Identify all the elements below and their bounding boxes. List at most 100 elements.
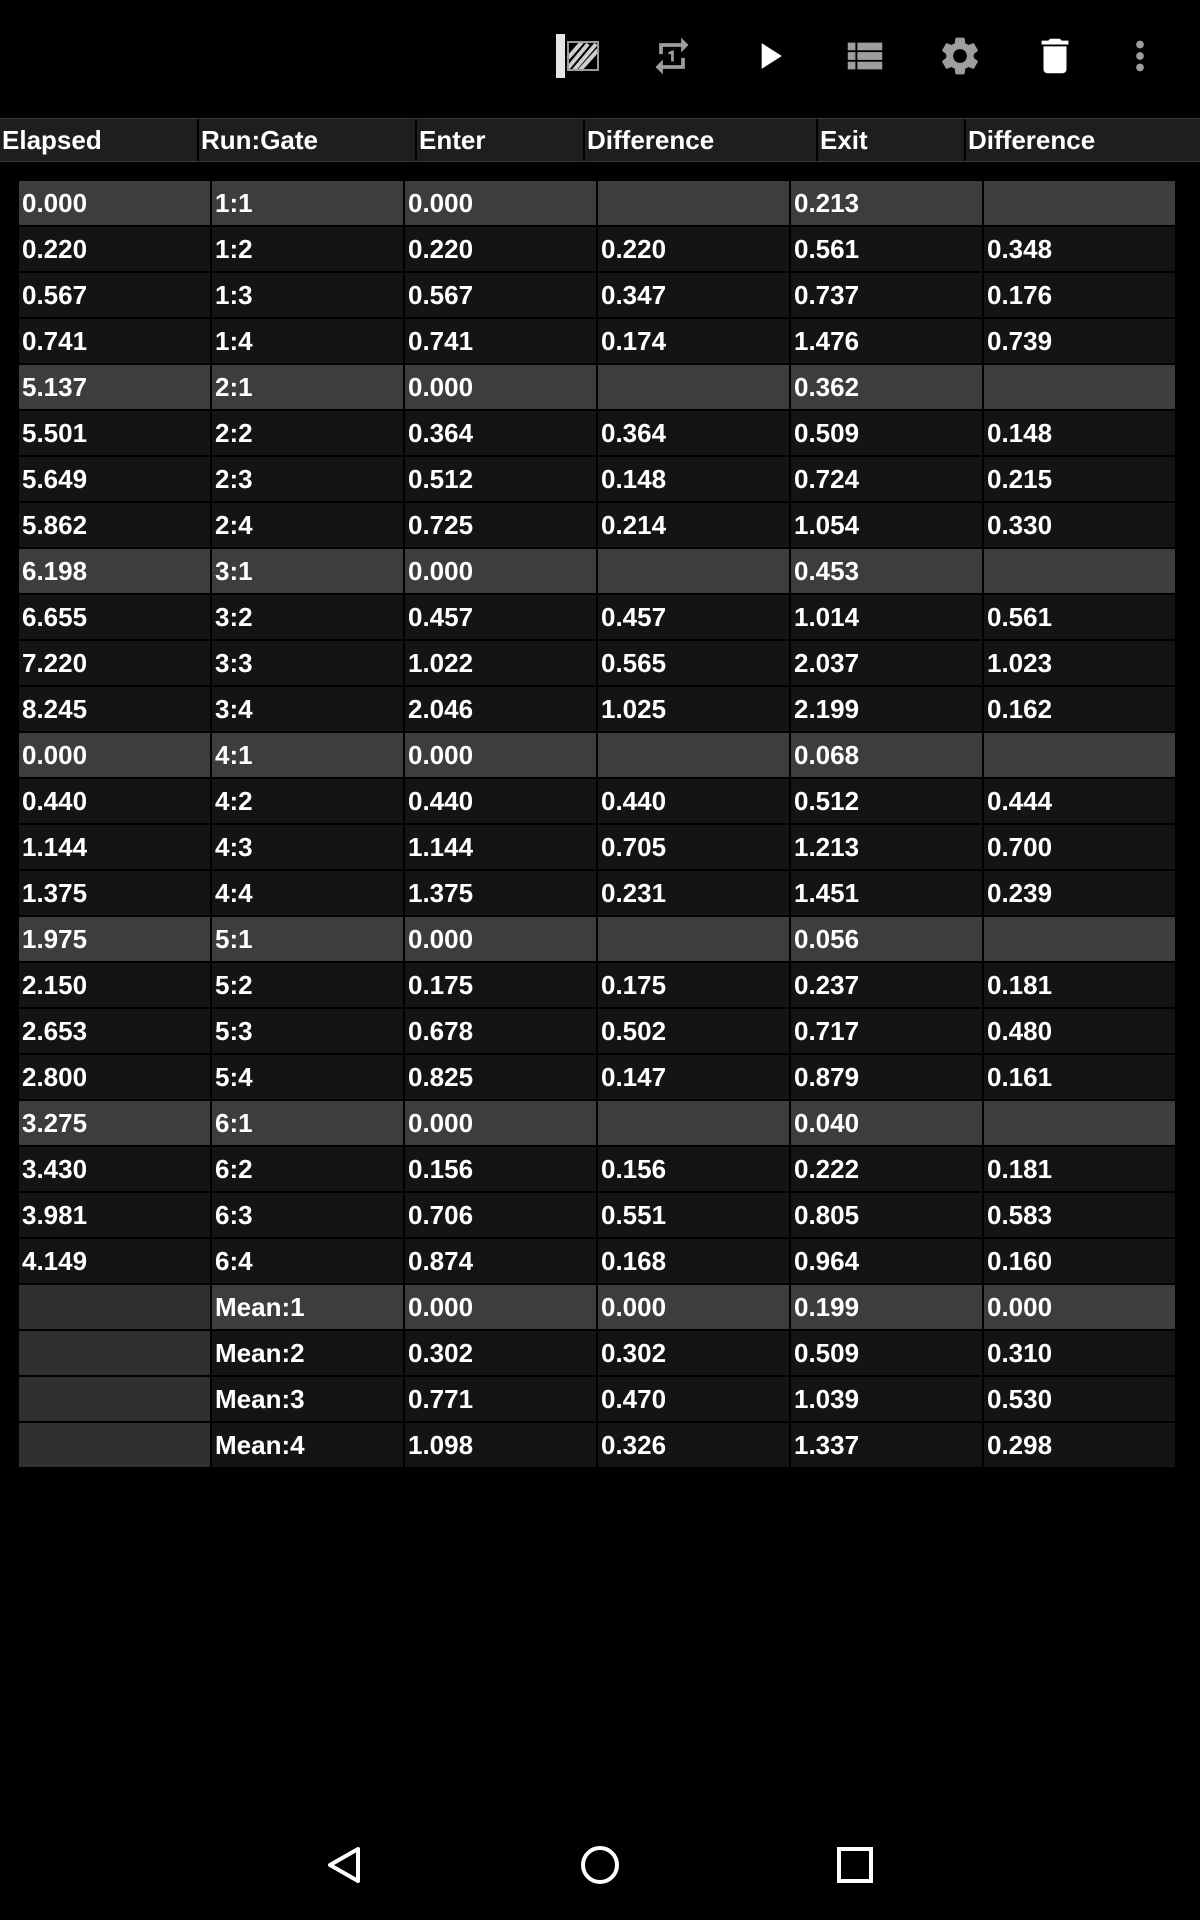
cell-elapsed: 2.653 (19, 1009, 212, 1053)
back-icon[interactable] (314, 1835, 374, 1895)
cell-enter-difference: 0.565 (598, 641, 791, 685)
cell-run-gate: 2:3 (212, 457, 405, 501)
cell-enter-difference (598, 1101, 791, 1145)
table-row: 0.741 1:4 0.741 0.174 1.476 0.739 (19, 319, 1179, 365)
cell-exit-difference: 0.310 (984, 1331, 1177, 1375)
mean-row: Mean:4 1.098 0.326 1.337 0.298 (19, 1423, 1179, 1469)
cell-elapsed: 5.137 (19, 365, 212, 409)
cell-enter-difference: 0.147 (598, 1055, 791, 1099)
table-row: 2.800 5:4 0.825 0.147 0.879 0.161 (19, 1055, 1179, 1101)
cell-enter-difference: 0.220 (598, 227, 791, 271)
cell-enter-difference: 0.502 (598, 1009, 791, 1053)
cell-run-gate: Mean:3 (212, 1377, 405, 1421)
cell-elapsed (19, 1285, 212, 1329)
list-icon[interactable] (833, 24, 897, 88)
cell-run-gate: 6:2 (212, 1147, 405, 1191)
cell-run-gate: Mean:1 (212, 1285, 405, 1329)
cell-exit: 0.199 (791, 1285, 984, 1329)
cell-exit: 0.213 (791, 181, 984, 225)
settings-icon[interactable] (928, 24, 992, 88)
cell-enter: 0.302 (405, 1331, 598, 1375)
cell-exit-difference (984, 733, 1177, 777)
cell-enter: 0.000 (405, 365, 598, 409)
cell-enter: 0.512 (405, 457, 598, 501)
cell-enter-difference (598, 917, 791, 961)
cell-run-gate: 4:2 (212, 779, 405, 823)
repeat-one-icon[interactable] (640, 24, 704, 88)
cell-enter: 0.220 (405, 227, 598, 271)
cell-run-gate: 1:2 (212, 227, 405, 271)
cell-run-gate: 6:4 (212, 1239, 405, 1283)
table-row: 0.000 1:1 0.000 0.213 (19, 181, 1179, 227)
cell-run-gate: 6:3 (212, 1193, 405, 1237)
cell-run-gate: 2:1 (212, 365, 405, 409)
cell-enter: 0.741 (405, 319, 598, 363)
cell-run-gate: 6:1 (212, 1101, 405, 1145)
cell-run-gate: Mean:4 (212, 1423, 405, 1467)
cell-enter-difference (598, 549, 791, 593)
column-header-exit: Exit (818, 119, 966, 161)
cell-run-gate: Mean:2 (212, 1331, 405, 1375)
cell-enter-difference (598, 733, 791, 777)
cell-enter-difference: 0.470 (598, 1377, 791, 1421)
cell-enter: 0.874 (405, 1239, 598, 1283)
cell-exit: 2.037 (791, 641, 984, 685)
cell-exit-difference: 0.330 (984, 503, 1177, 547)
cell-exit-difference: 0.700 (984, 825, 1177, 869)
cell-enter-difference (598, 365, 791, 409)
home-icon[interactable] (570, 1835, 630, 1895)
table-row: 1.375 4:4 1.375 0.231 1.451 0.239 (19, 871, 1179, 917)
cell-exit: 2.199 (791, 687, 984, 731)
cell-exit: 0.509 (791, 411, 984, 455)
cell-exit-difference: 0.160 (984, 1239, 1177, 1283)
mean-row: Mean:3 0.771 0.470 1.039 0.530 (19, 1377, 1179, 1423)
cell-enter: 0.000 (405, 917, 598, 961)
table-row: 2.150 5:2 0.175 0.175 0.237 0.181 (19, 963, 1179, 1009)
table-row: 5.137 2:1 0.000 0.362 (19, 365, 1179, 411)
cell-elapsed: 0.567 (19, 273, 212, 317)
play-icon[interactable] (737, 24, 801, 88)
cell-exit: 0.717 (791, 1009, 984, 1053)
cell-elapsed (19, 1423, 212, 1467)
cell-exit-difference: 0.298 (984, 1423, 1177, 1467)
cell-exit-difference: 0.583 (984, 1193, 1177, 1237)
cell-exit-difference: 0.215 (984, 457, 1177, 501)
column-header-elapsed: Elapsed (0, 119, 199, 161)
cell-enter: 2.046 (405, 687, 598, 731)
recents-icon[interactable] (825, 1835, 885, 1895)
cell-enter: 0.725 (405, 503, 598, 547)
cell-exit-difference (984, 1101, 1177, 1145)
cell-run-gate: 2:4 (212, 503, 405, 547)
cell-enter: 1.022 (405, 641, 598, 685)
more-vert-icon[interactable] (1108, 24, 1172, 88)
cell-elapsed: 3.275 (19, 1101, 212, 1145)
cell-run-gate: 3:2 (212, 595, 405, 639)
table-row: 5.501 2:2 0.364 0.364 0.509 0.148 (19, 411, 1179, 457)
cell-enter: 0.175 (405, 963, 598, 1007)
delete-icon[interactable] (1023, 24, 1087, 88)
cell-enter-difference: 0.457 (598, 595, 791, 639)
cell-exit-difference: 0.530 (984, 1377, 1177, 1421)
table-row: 3.430 6:2 0.156 0.156 0.222 0.181 (19, 1147, 1179, 1193)
cell-run-gate: 5:3 (212, 1009, 405, 1053)
cell-run-gate: 5:1 (212, 917, 405, 961)
cell-exit-difference: 1.023 (984, 641, 1177, 685)
cell-exit: 0.805 (791, 1193, 984, 1237)
cell-enter-difference: 0.364 (598, 411, 791, 455)
cell-enter: 1.375 (405, 871, 598, 915)
cell-enter-difference: 0.214 (598, 503, 791, 547)
cell-enter-difference: 0.148 (598, 457, 791, 501)
cell-enter: 0.457 (405, 595, 598, 639)
cell-exit: 1.337 (791, 1423, 984, 1467)
mean-row: Mean:2 0.302 0.302 0.509 0.310 (19, 1331, 1179, 1377)
table-row: 3.275 6:1 0.000 0.040 (19, 1101, 1179, 1147)
timing-gate-icon[interactable] (544, 24, 608, 88)
cell-exit-difference: 0.162 (984, 687, 1177, 731)
cell-enter-difference: 0.175 (598, 963, 791, 1007)
column-header-run-gate: Run:Gate (199, 119, 417, 161)
table-row: 2.653 5:3 0.678 0.502 0.717 0.480 (19, 1009, 1179, 1055)
cell-elapsed: 1.375 (19, 871, 212, 915)
table-row: 1.975 5:1 0.000 0.056 (19, 917, 1179, 963)
table-row: 0.220 1:2 0.220 0.220 0.561 0.348 (19, 227, 1179, 273)
cell-enter: 0.000 (405, 733, 598, 777)
